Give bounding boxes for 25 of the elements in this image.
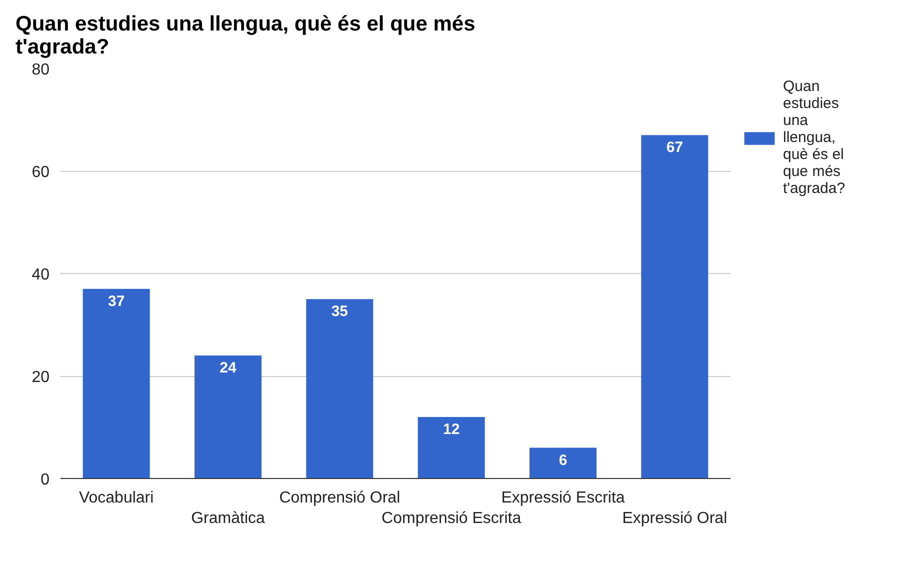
bar: [82, 288, 150, 478]
data-label: 12: [442, 421, 460, 438]
x-tick-label: Vocabulari: [78, 490, 154, 506]
x-tick-label: Comprensió Escrita: [382, 510, 522, 527]
chart-title: Quan estudies una llengua, què és el que més t'agrada?: [16, 12, 476, 58]
data-label: 67: [666, 139, 684, 156]
y-tick-label: 60: [32, 164, 50, 181]
data-label: 35: [331, 303, 348, 320]
y-tick-label: 0: [40, 472, 50, 488]
x-tick-label: Gramàtica: [191, 510, 265, 527]
legend-label: Quan estudies una llengua, què és el que més t'agrada?: [783, 78, 846, 197]
data-label: 37: [108, 292, 125, 310]
y-tick-label: 80: [32, 62, 50, 78]
bar: [194, 356, 262, 478]
x-tick-label: Expressió Oral: [622, 510, 728, 527]
data-label: 6: [558, 452, 568, 469]
bar: [641, 135, 708, 478]
y-tick-label: 20: [32, 369, 50, 386]
bar: [418, 417, 485, 478]
bar: [530, 448, 596, 478]
x-tick-label: Expressió Escrita: [501, 490, 625, 506]
x-tick-label: Comprensió Oral: [279, 490, 400, 506]
y-tick-label: 40: [32, 266, 50, 284]
data-label: 24: [220, 360, 237, 376]
bar: [306, 299, 374, 478]
